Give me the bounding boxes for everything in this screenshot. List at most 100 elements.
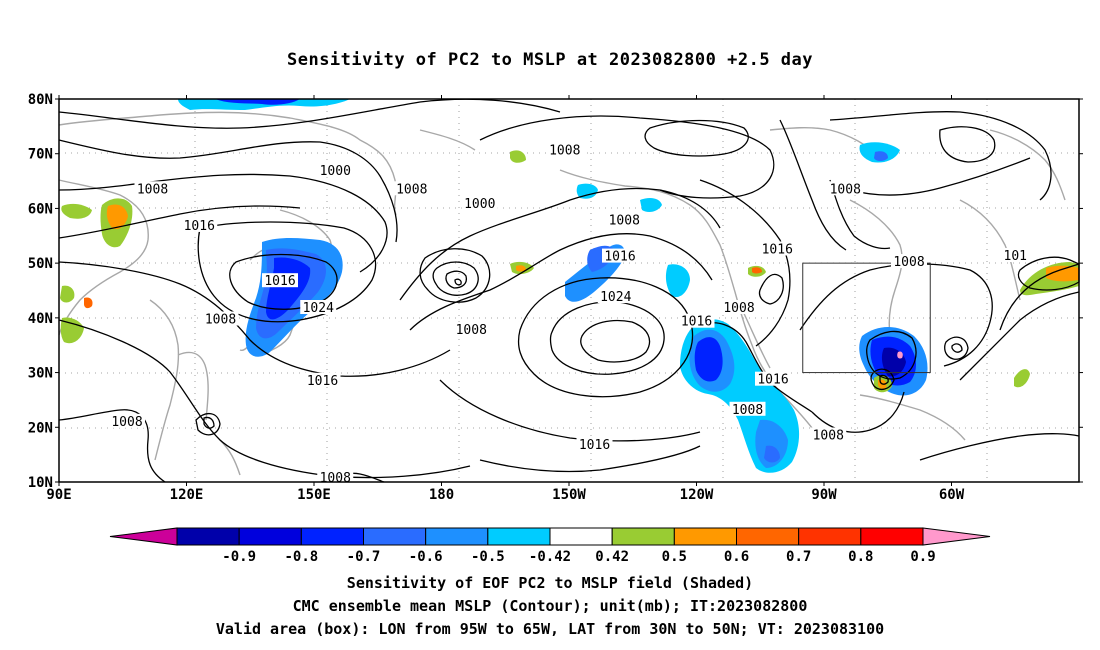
isobar-label-bg [606,212,643,227]
coastlines [58,111,1066,476]
isobar-labels: 1000 1008 1016 1016 1008 1024 1016 1008 1008 1008… [109,142,1030,486]
colorbar: -0.9 -0.8 -0.7 -0.6 -0.5 -0.42 0.42 0.5 0.6 0.7 0.… [109,527,991,565]
colorbar-label: 0.6 [724,549,749,565]
colorbar-swatch [798,527,862,546]
longitude-labels: 90E 120E 150E 180 150W 120W 90W 60W [46,95,965,503]
isobar-label-bg [181,217,218,232]
lat-label: 80N [28,92,53,108]
colorbar-swatch [425,527,489,546]
lon-label: 60W [939,487,965,503]
isobar-label: 1008 [609,213,640,228]
isobar-label: 1008 [813,428,844,443]
isobar-label-bg [393,181,430,196]
isobar-label: 1008 [456,323,487,338]
lat-label: 50N [28,256,53,272]
valid-area-box [802,262,931,374]
sensitivity-shading [60,99,1079,473]
isobar-label: 1000 [464,197,495,212]
map-title: Sensitivity of PC2 to MSLP at 2023082800… [286,50,813,70]
colorbar-swatch [549,527,613,546]
isobar-label-bg [597,289,634,304]
colorbar-label: 0.5 [662,549,687,565]
colorbar-label: 0.7 [786,549,811,565]
colorbar-swatch [611,527,675,546]
isobar-label: 1016 [681,315,712,330]
isobar-label-bg [461,196,498,211]
isobar-label-bg [759,241,796,256]
isobar-label-bg [262,273,298,288]
isobar-label: 1016 [757,373,788,388]
colorbar-label: -0.8 [284,549,318,565]
isobar-label-bg [202,311,239,326]
isobar-label-bg [1001,248,1030,263]
isobar-label-bg [304,372,341,387]
colorbar-label: -0.9 [222,549,256,565]
footer-valid-area: Valid area (box): LON from 95W to 65W, L… [215,620,885,638]
isobar-label: 1008 [396,182,427,197]
colorbar-swatch [238,527,302,546]
isobar-label: 1008 [723,301,754,316]
colorbar-swatch [487,527,551,546]
isobar-label: 1008 [893,255,924,270]
isobar-label: 1016 [307,374,338,389]
isobar-label-bg [678,313,715,328]
isobar-label: 1008 [137,182,168,197]
colorbar-arrow-left [109,527,178,546]
isobar-label: 1016 [604,250,635,265]
footer-contour-info: CMC ensemble mean MSLP (Contour); unit(m… [292,597,808,615]
colorbar-label: -0.7 [347,549,381,565]
isobar-label-bg [721,300,757,315]
isobar-label-bg [134,181,171,196]
isobar-label: 1016 [579,438,610,453]
isobar-label-bg [576,436,613,451]
lon-label: 90W [811,487,837,503]
isobar-label-bg [891,254,927,269]
lat-label: 20N [28,420,53,436]
colorbar-arrow-right [922,527,991,546]
lat-label: 10N [28,475,53,491]
colorbar-label: -0.6 [409,549,443,565]
colorbar-label: 0.8 [848,549,873,565]
isobar-label: 1008 [320,471,351,486]
isobar-label: 1016 [184,219,215,234]
isobar-label: 101 [1004,249,1027,264]
colorbar-label: -0.5 [471,549,505,565]
isobar-label: 1008 [732,403,763,418]
isobar-label-bg [755,371,791,386]
lat-label: 40N [28,311,53,327]
isobar-label: 1016 [762,242,793,257]
isobar-label-bg [546,142,583,157]
isobar-label: 1008 [549,143,580,158]
isobar-label-bg [810,427,847,442]
isobar-label-bg [317,163,354,178]
isobar-label: 1016 [264,274,295,289]
isobar-label: 1024 [303,301,334,316]
isobar-label-bg [317,470,354,485]
lon-label: 120W [680,487,714,503]
isobar-label: 1008 [111,415,142,430]
colorbar-swatch [860,527,924,546]
lat-label: 70N [28,147,53,163]
isobar-label: 1000 [320,164,351,179]
colorbar-label: 0.42 [595,549,629,565]
colorbar-swatch [176,527,240,546]
lon-label: 180 [429,487,454,503]
latitude-labels: 80N 70N 60N 50N 40N 30N 20N 10N [28,92,1083,491]
isobar-label: 1008 [205,312,236,327]
colorbar-label: -0.42 [529,549,571,565]
isobar-label-bg [109,413,145,428]
isobar-label-bg [453,321,490,336]
isobar-label-bg [602,248,638,263]
isobar-label-bg [300,300,337,315]
footer-description: Sensitivity of EOF PC2 to MSLP field (Sh… [346,574,754,592]
colorbar-swatch [736,527,800,546]
colorbar-swatch [673,527,737,546]
lon-label: 150W [552,487,586,503]
lon-label: 150E [297,487,331,503]
isobar-label-bg [729,401,766,416]
isobar-label-bg [827,181,864,196]
lon-label: 120E [170,487,204,503]
lon-label: 90E [46,487,71,503]
colorbar-swatch [363,527,427,546]
